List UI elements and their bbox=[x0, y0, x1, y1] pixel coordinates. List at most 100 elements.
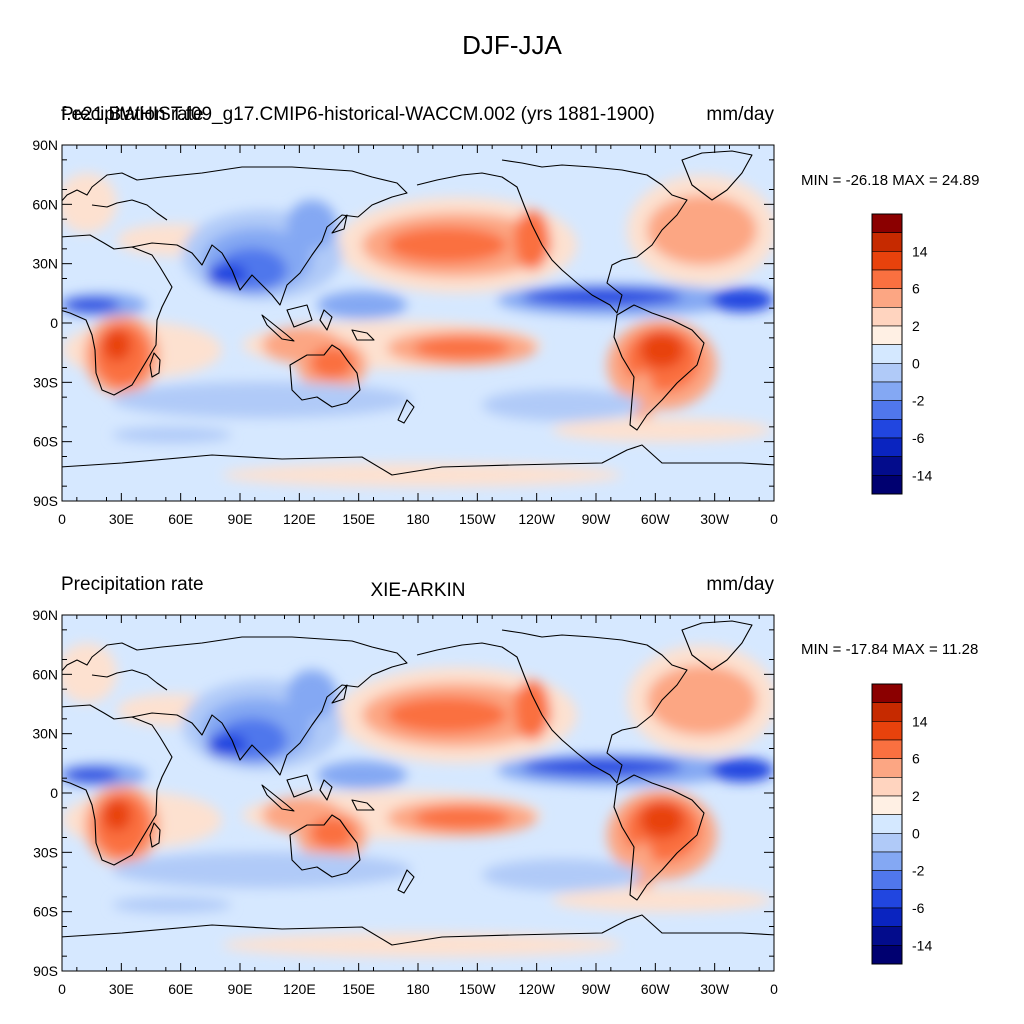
panel2-colorbar-box bbox=[871, 702, 903, 722]
panel1-colorbar-label: 0 bbox=[912, 355, 920, 371]
panel1-x-tick-label: 150E bbox=[342, 511, 375, 527]
panel1-colorbar-box bbox=[871, 456, 903, 476]
panel1-x-tick-label: 0 bbox=[58, 511, 66, 527]
panel1-units: mm/day bbox=[706, 104, 774, 125]
panel1-colorbar-label: 6 bbox=[912, 281, 920, 297]
panel1-colorbar-box bbox=[871, 213, 903, 233]
panel2-axes: 0 30E 60E 90E 120E 150E 180 150W 120W 90W 60W 30W 09… bbox=[32, 607, 778, 997]
panel1-x-tick-label: 30W bbox=[700, 511, 730, 527]
panel2-colorbar-label: 14 bbox=[912, 713, 928, 729]
panel1-y-tick-label: 30N bbox=[32, 256, 58, 272]
panel2-colorbar-box bbox=[871, 870, 903, 890]
panel1-x-tick-label: 60E bbox=[168, 511, 193, 527]
panel1-colorbar-label: -14 bbox=[912, 467, 932, 483]
panel2-colorbar-box bbox=[871, 683, 903, 703]
panel1-colorbar-box bbox=[871, 251, 903, 271]
panel2-x-tick-label: 60E bbox=[168, 981, 193, 997]
panel1-colorbar-box bbox=[871, 437, 903, 457]
panel2-x-tick-label: 60W bbox=[641, 981, 671, 997]
panel2-x-tick-label: 120E bbox=[283, 981, 316, 997]
panel2-y-tick-label: 30S bbox=[33, 844, 58, 860]
panel2-colorbar-box bbox=[871, 833, 903, 853]
panel1-colorbar-box bbox=[871, 344, 903, 364]
panel1-y-tick-label: 30S bbox=[33, 374, 58, 390]
panel2-x-tick-label: 150W bbox=[459, 981, 496, 997]
panel1-x-tick-label: 90W bbox=[582, 511, 612, 527]
panel2-units: mm/day bbox=[706, 574, 774, 595]
panel1-x-tick-label: 0 bbox=[770, 511, 778, 527]
panel1-colorbar-box bbox=[871, 307, 903, 327]
panel2-x-tick-label: 150E bbox=[342, 981, 375, 997]
panel2-colorbar-label: -14 bbox=[912, 937, 932, 953]
panel1-colorbar-box bbox=[871, 288, 903, 308]
panel2-colorbar-box bbox=[871, 739, 903, 759]
panel2-colorbar-label: 0 bbox=[912, 825, 920, 841]
panel2-y-tick-label: 60N bbox=[32, 666, 58, 682]
panel1-colorbar-label: -6 bbox=[912, 430, 925, 446]
panel1-y-tick-label: 90S bbox=[33, 493, 58, 509]
panel1-y-tick-label: 90N bbox=[32, 137, 58, 153]
panel1-colorbar-box bbox=[871, 363, 903, 383]
panel2-colorbar-box bbox=[871, 777, 903, 797]
panel1-colorbar-box bbox=[871, 232, 903, 252]
panel2-center-string: XIE-ARKIN bbox=[370, 580, 466, 601]
panel2-x-tick-label: 90W bbox=[582, 981, 612, 997]
panel2-colorbar-box bbox=[871, 851, 903, 871]
panel2-colorbar-box bbox=[871, 926, 903, 946]
panel1-colorbar-box bbox=[871, 325, 903, 345]
panel2-colorbar-label: 6 bbox=[912, 751, 920, 767]
panel2-colorbar-label: -6 bbox=[912, 900, 925, 916]
panel2-colorbar-box bbox=[871, 814, 903, 834]
panel2-x-tick-label: 180 bbox=[406, 981, 430, 997]
panel2-colorbar-box bbox=[871, 945, 903, 965]
panel2-minmax: MIN = -17.84 MAX = 11.28 bbox=[801, 641, 979, 658]
panel1-minmax: MIN = -26.18 MAX = 24.89 bbox=[801, 172, 980, 189]
panel1-x-tick-label: 60W bbox=[641, 511, 671, 527]
panel1-colorbar-box bbox=[871, 419, 903, 439]
panel1-x-tick-label: 180 bbox=[406, 511, 430, 527]
panel2-colorbar: 14 6 2 0 -2 -6 -14 bbox=[871, 683, 932, 965]
panel2-x-tick-label: 0 bbox=[58, 981, 66, 997]
panel1-map: 0 30E 60E 90E 120E 150E 180 150W 120W 90W 60W 30W 09… bbox=[32, 137, 778, 527]
panel1-case-string: f.e21.BWHIST.f09_g17.CMIP6-historical-WA… bbox=[61, 104, 655, 125]
panel2-y-tick-label: 60S bbox=[33, 904, 58, 920]
panel1-y-tick-label: 0 bbox=[50, 315, 58, 331]
panel1-left-string: Precipitation rate bbox=[61, 104, 204, 125]
panel1-colorbar-box bbox=[871, 475, 903, 495]
panel2-x-tick-label: 0 bbox=[770, 981, 778, 997]
panel1-x-tick-label: 30E bbox=[109, 511, 134, 527]
panel2-map: 0 30E 60E 90E 120E 150E 180 150W 120W 90W 60W 30W 09… bbox=[32, 607, 778, 997]
panel1-y-tick-label: 60S bbox=[33, 434, 58, 450]
panel1-colorbar-label: -2 bbox=[912, 393, 925, 409]
panel1-x-tick-label: 90E bbox=[228, 511, 253, 527]
panel2-colorbar-box bbox=[871, 889, 903, 909]
panel2-colorbar-box bbox=[871, 907, 903, 927]
panel1-y-tick-label: 60N bbox=[32, 196, 58, 212]
panel2-y-tick-label: 30N bbox=[32, 726, 58, 742]
panel2-colorbar-label: -2 bbox=[912, 863, 925, 879]
panel2-y-tick-label: 90S bbox=[33, 963, 58, 979]
panel2-colorbar-box bbox=[871, 721, 903, 741]
panel1-axes: 0 30E 60E 90E 120E 150E 180 150W 120W 90W 60W 30W 09… bbox=[32, 137, 778, 527]
panel1-x-tick-label: 120W bbox=[518, 511, 555, 527]
panel1-x-tick-label: 120E bbox=[283, 511, 316, 527]
panel2-left-string: Precipitation rate bbox=[61, 574, 204, 595]
figure-title: DJF-JJA bbox=[462, 30, 562, 60]
panel2-y-tick-label: 90N bbox=[32, 607, 58, 623]
panel2-colorbar-label: 2 bbox=[912, 788, 920, 804]
panel1-colorbar: 14 6 2 0 -2 -6 -14 bbox=[871, 213, 932, 495]
panel2-x-tick-label: 30W bbox=[700, 981, 730, 997]
panel1-x-tick-label: 150W bbox=[459, 511, 496, 527]
panel1-colorbar-label: 2 bbox=[912, 318, 920, 334]
panel1-colorbar-box bbox=[871, 400, 903, 420]
panel2-colorbar-box bbox=[871, 758, 903, 778]
panel2-colorbar-box bbox=[871, 795, 903, 815]
panel2-x-tick-label: 90E bbox=[228, 981, 253, 997]
panel2-x-tick-label: 120W bbox=[518, 981, 555, 997]
panel2-x-tick-label: 30E bbox=[109, 981, 134, 997]
panel2-y-tick-label: 0 bbox=[50, 785, 58, 801]
panel1-colorbar-label: 14 bbox=[912, 243, 928, 259]
panel1-colorbar-box bbox=[871, 381, 903, 401]
panel1-colorbar-box bbox=[871, 269, 903, 289]
